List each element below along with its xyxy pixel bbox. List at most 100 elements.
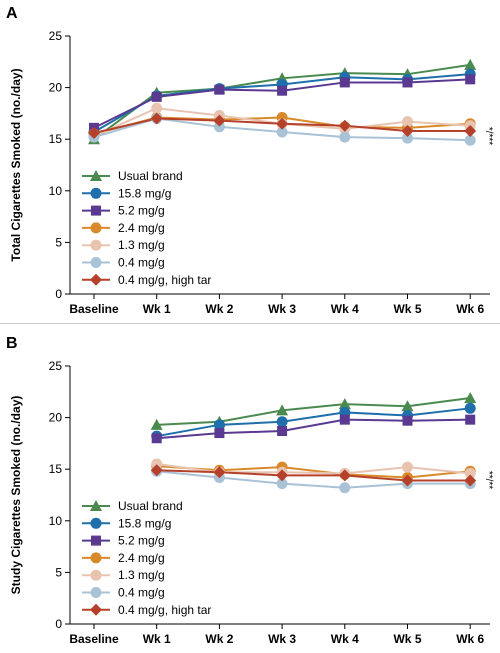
x-tick-label: Wk 1	[143, 632, 171, 646]
y-tick-label: 10	[49, 184, 63, 198]
data-point	[214, 428, 225, 439]
data-point	[339, 482, 351, 494]
data-point	[464, 391, 477, 403]
legend-marker	[90, 500, 102, 511]
legend: Usual brand 15.8 mg/g 5.2 mg/g 2.4 mg/g 1.3 …	[82, 499, 211, 617]
legend-marker	[90, 187, 102, 199]
legend-marker	[90, 273, 102, 286]
legend-label: 15.8 mg/g	[118, 516, 171, 530]
y-tick-label: 15	[49, 132, 63, 146]
legend-label: 0.4 mg/g, high tar	[118, 603, 211, 617]
y-axis-title: Study Cigarettes Smoked (no./day)	[9, 396, 23, 595]
data-point	[151, 433, 162, 444]
y-tick-label: 0	[55, 617, 62, 631]
data-point	[402, 132, 413, 144]
y-tick-label: 25	[49, 359, 63, 373]
data-point	[150, 464, 163, 477]
data-point	[276, 404, 289, 416]
legend-marker	[90, 257, 102, 268]
data-point	[401, 400, 414, 412]
legend-marker	[90, 552, 102, 564]
x-tick-label: Baseline	[69, 302, 119, 316]
data-point	[464, 467, 476, 479]
data-point	[150, 418, 163, 430]
x-tick-label: Wk 3	[268, 302, 296, 316]
data-point	[401, 474, 414, 487]
chart-panel-b: B Study Cigarettes Smoked (no./day) 0 5 10 15…	[0, 330, 500, 653]
panel-letter: B	[6, 335, 18, 352]
panel-divider	[0, 323, 500, 324]
chart-a-svg: A Total Cigarettes Smoked (no./day) 0 5 10 15…	[6, 5, 494, 316]
x-tick-label: Baseline	[69, 632, 119, 646]
series-markers	[150, 391, 477, 494]
data-point	[338, 398, 351, 410]
legend-label: Usual brand	[118, 499, 183, 513]
legend-label: 15.8 mg/g	[118, 186, 171, 200]
legend-label: 2.4 mg/g	[118, 221, 165, 235]
data-point	[339, 131, 351, 143]
data-point	[464, 402, 476, 414]
data-point	[276, 416, 288, 428]
series-line	[156, 463, 471, 475]
series-lines	[156, 397, 471, 489]
data-point	[338, 469, 351, 482]
significance-annotation: **/**	[483, 471, 494, 489]
legend-marker	[90, 517, 102, 529]
data-point	[88, 127, 100, 140]
legend-label: 0.4 mg/g, high tar	[118, 273, 211, 287]
chart-panel-a: A Total Cigarettes Smoked (no./day) 0 5 10 15…	[0, 0, 500, 323]
data-point	[338, 119, 351, 132]
data-point	[401, 124, 414, 137]
legend-label: 1.3 mg/g	[118, 238, 165, 252]
data-point	[213, 466, 226, 479]
x-tick-label: Wk 5	[393, 632, 421, 646]
data-point	[465, 74, 476, 85]
y-tick-label: 5	[55, 565, 62, 579]
legend-marker	[90, 239, 102, 251]
data-point	[213, 419, 225, 431]
x-tick-label: Wk 2	[205, 302, 233, 316]
series-line	[156, 407, 471, 438]
data-point	[151, 102, 163, 114]
legend-marker	[90, 170, 102, 181]
legend-label: 5.2 mg/g	[118, 534, 165, 548]
data-point	[402, 77, 413, 88]
y-tick-label: 25	[49, 29, 63, 43]
data-point	[214, 84, 225, 95]
y-tick-label: 20	[49, 411, 63, 425]
legend-label: 0.4 mg/g	[118, 586, 165, 600]
legend: Usual brand 15.8 mg/g 5.2 mg/g 2.4 mg/g 1.3 …	[82, 169, 211, 287]
legend-label: 2.4 mg/g	[118, 551, 165, 565]
data-point	[402, 415, 413, 426]
series-line	[156, 465, 471, 479]
data-point	[277, 85, 288, 96]
legend-label: Usual brand	[118, 169, 183, 183]
data-point	[464, 474, 477, 487]
data-point	[402, 461, 413, 473]
data-point	[277, 426, 288, 437]
legend-marker	[90, 569, 102, 581]
legend-marker	[90, 587, 102, 598]
series-markers	[88, 58, 477, 146]
data-point	[464, 58, 477, 70]
data-point	[213, 121, 225, 133]
data-point	[464, 134, 476, 146]
data-point	[276, 117, 289, 130]
series-line	[156, 470, 471, 489]
data-point	[402, 116, 413, 128]
data-point	[276, 478, 288, 490]
legend-marker	[90, 603, 102, 616]
x-tick-label: Wk 5	[393, 302, 421, 316]
data-point	[150, 112, 163, 125]
data-point	[276, 126, 288, 138]
x-tick-label: Wk 4	[331, 302, 359, 316]
y-tick-label: 20	[49, 81, 63, 95]
x-tick-label: Wk 2	[205, 632, 233, 646]
data-point	[464, 124, 477, 137]
legend-marker	[91, 535, 101, 546]
y-tick-label: 5	[55, 235, 62, 249]
x-tick-label: Wk 3	[268, 632, 296, 646]
legend-marker	[91, 205, 101, 216]
panel-letter: A	[6, 5, 18, 22]
y-tick-label: 0	[55, 287, 62, 301]
